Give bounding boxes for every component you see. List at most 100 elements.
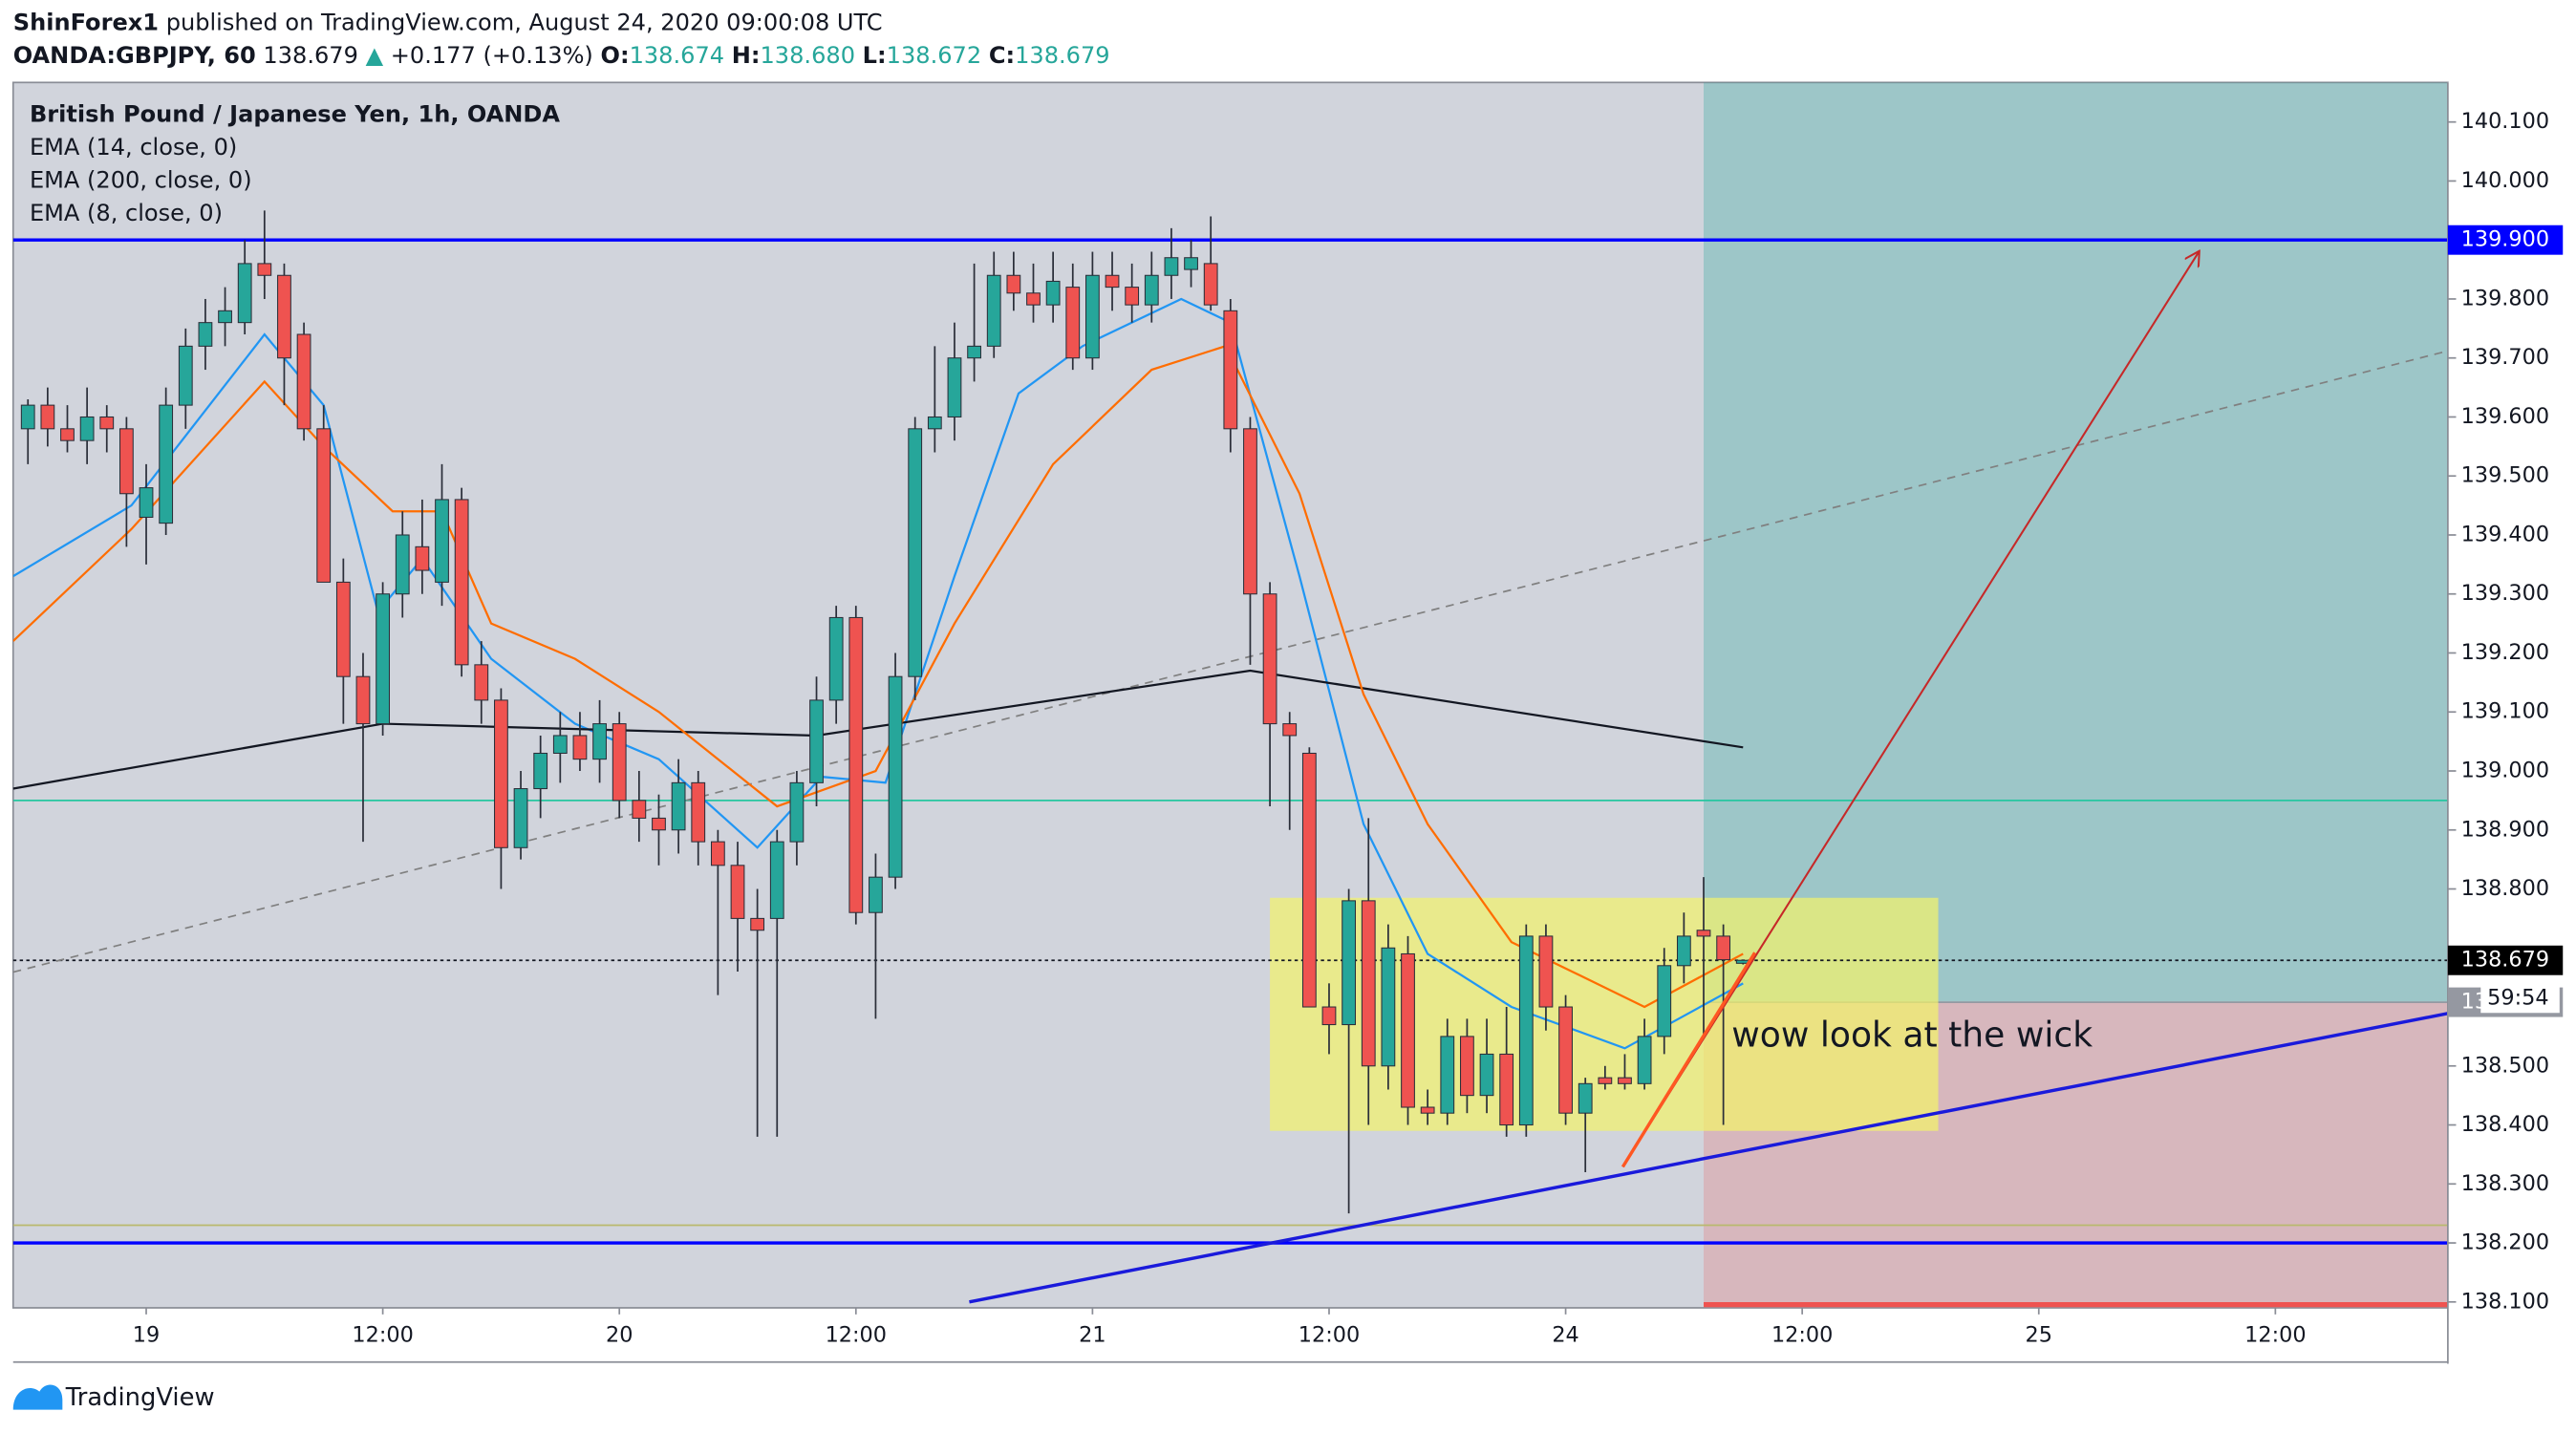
header-line: ShinForex1 published on TradingView.com,… <box>13 9 883 35</box>
candle-body <box>1105 274 1120 289</box>
footer-logo: TradingView <box>12 1383 215 1412</box>
target-zone <box>1704 82 2448 1003</box>
logo-icon <box>12 1384 63 1410</box>
candle-body <box>572 735 588 760</box>
y-tick-label: 139.200 <box>2461 640 2549 665</box>
candle-body <box>1716 935 1731 961</box>
annotation: wow look at the wick <box>1731 1014 2093 1055</box>
candle-body <box>1045 280 1061 306</box>
candle-body <box>869 876 883 913</box>
candle-body <box>1301 752 1317 1008</box>
candle-body <box>1203 263 1218 306</box>
y-tick-label: 140.100 <box>2461 109 2549 134</box>
candle-body <box>1420 1106 1435 1114</box>
candle-body <box>710 841 725 866</box>
l: 138.672 <box>887 42 982 69</box>
h: 138.680 <box>761 42 856 69</box>
candle-body <box>494 699 508 848</box>
legend: British Pound / Japanese Yen, 1h, OANDA … <box>30 101 560 226</box>
y-tick-label: 139.000 <box>2461 759 2549 783</box>
candle-body <box>474 664 489 701</box>
candle-body <box>376 593 391 725</box>
y-tick-label: 139.400 <box>2461 522 2549 546</box>
price-label-bg <box>2447 945 2564 975</box>
symbol: OANDA:GBPJPY, 60 <box>13 42 256 69</box>
candle-body <box>533 752 548 790</box>
y-tick-label: 138.300 <box>2461 1171 2549 1196</box>
x-tick-label: 12:00 <box>352 1323 413 1348</box>
candle-body <box>828 616 844 701</box>
candle-body <box>809 699 824 783</box>
y-tick-label: 139.800 <box>2461 286 2549 310</box>
y-tick-label: 139.600 <box>2461 404 2549 429</box>
candle-body <box>1026 292 1041 306</box>
candle-body <box>927 416 942 430</box>
candle-body <box>159 404 174 524</box>
legend-entry: EMA (8, close, 0) <box>30 200 223 226</box>
footer-text: TradingView <box>65 1383 215 1412</box>
candle-body <box>1262 593 1277 725</box>
candle-body <box>1558 1006 1573 1114</box>
candle-body <box>1440 1036 1455 1114</box>
y-tick-label: 138.500 <box>2461 1053 2549 1078</box>
h-label: H: <box>732 42 761 69</box>
countdown: 59:54 <box>2487 985 2548 1010</box>
o: 138.674 <box>630 42 725 69</box>
ema-line <box>12 344 1744 1009</box>
c-label: C: <box>989 42 1015 69</box>
change: +0.177 (+0.13%) <box>391 42 593 69</box>
candle-body <box>257 263 272 276</box>
y-tick-label: 138.200 <box>2461 1230 2549 1255</box>
published: published on TradingView.com, August 24,… <box>166 9 883 35</box>
candle-body <box>1460 1036 1474 1097</box>
y-tick-label: 139.100 <box>2461 699 2549 724</box>
x-tick-label: 12:00 <box>2244 1323 2306 1348</box>
y-tick-label: 138.400 <box>2461 1112 2549 1137</box>
plot-area: wow look at the wick <box>12 82 2448 1308</box>
ema-line <box>12 297 1744 1050</box>
candle-body <box>513 788 528 848</box>
candle-body <box>1518 935 1534 1126</box>
candle-body <box>1065 287 1081 359</box>
y-tick-label: 139.300 <box>2461 581 2549 606</box>
candle-body <box>789 781 805 843</box>
candle-body <box>1578 1082 1593 1114</box>
candle-body <box>316 428 332 583</box>
candle-body <box>1084 274 1100 359</box>
candle-body <box>1538 935 1554 1008</box>
price-label: 139.900 <box>2461 227 2549 252</box>
x-tick-label: 20 <box>606 1323 633 1348</box>
candle-body <box>1401 952 1415 1108</box>
candle-body <box>1125 287 1140 306</box>
candle-body <box>1164 257 1179 276</box>
candle-body <box>1637 1036 1652 1084</box>
candle-body <box>1006 274 1021 294</box>
candle-body <box>1282 723 1298 737</box>
candle-body <box>848 616 864 913</box>
candle-body <box>1321 1006 1337 1026</box>
candle-body <box>671 781 686 831</box>
candle-body <box>986 274 1001 347</box>
candle-body <box>395 534 410 595</box>
candle-body <box>435 499 449 583</box>
pane <box>11 81 2449 1309</box>
x-tick-label: 24 <box>1552 1323 1578 1348</box>
candle-body <box>1144 274 1159 306</box>
candle-body <box>60 428 75 441</box>
candle-body <box>1499 1053 1514 1126</box>
candle-body <box>1676 935 1691 967</box>
candle-body <box>178 345 193 406</box>
candle-body <box>355 675 371 725</box>
candle-body <box>730 865 745 919</box>
x-tick-label: 12:00 <box>826 1323 887 1348</box>
candle-body <box>198 322 213 347</box>
c: 138.679 <box>1015 42 1110 69</box>
candle-body <box>1243 428 1257 595</box>
candle-body <box>908 428 923 677</box>
y-tick-label: 138.800 <box>2461 876 2549 901</box>
o-label: O: <box>600 42 629 69</box>
x-tick-label: 19 <box>133 1323 160 1348</box>
candle-body <box>1598 1077 1613 1084</box>
candle-body <box>888 675 903 878</box>
header-quote: OANDA:GBPJPY, 60 138.679 ▲ +0.177 (+0.13… <box>13 42 1110 69</box>
